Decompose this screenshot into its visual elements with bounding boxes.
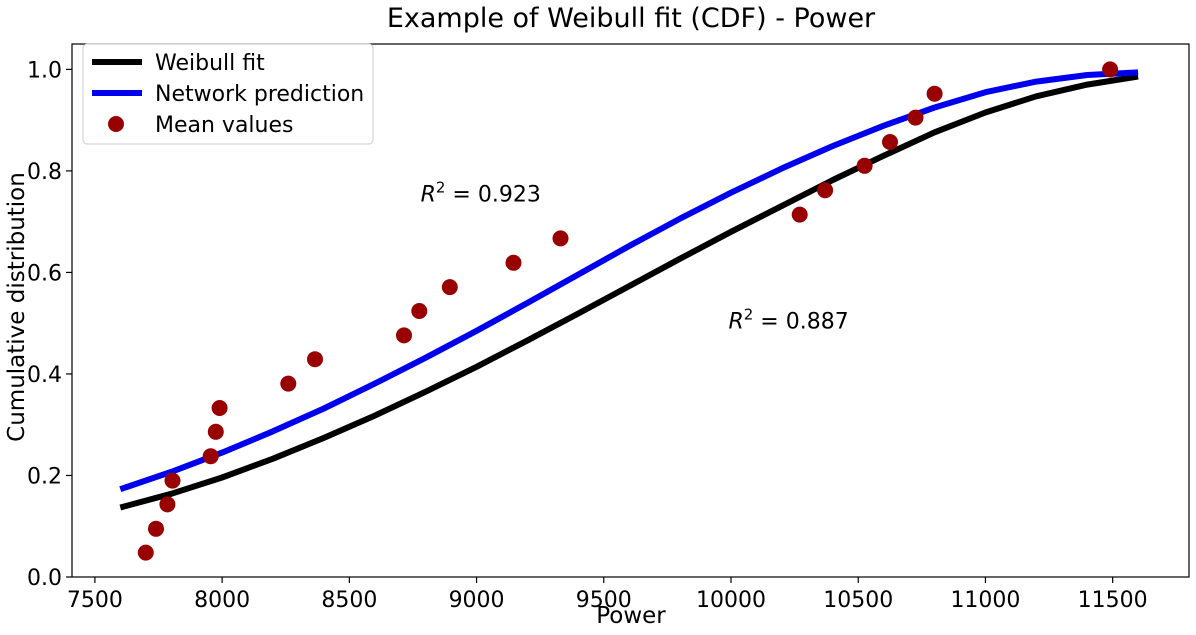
x-tick-label: 7500 <box>67 588 123 613</box>
plot-layer <box>119 61 1139 561</box>
mean-value-point <box>411 303 428 319</box>
mean-value-point <box>1102 61 1119 78</box>
y-tick-label: 0.2 <box>27 464 62 489</box>
annotations: R2 = 0.923 R2 = 0.887 <box>421 179 849 335</box>
mean-value-point <box>791 206 808 223</box>
mean-value-point <box>856 157 873 174</box>
axis-ticks: 7500 8000 8500 9000 9500 10000 10500 11000 11500… <box>27 58 1148 613</box>
x-tick-label: 10000 <box>696 588 766 613</box>
y-tick-label: 0.8 <box>27 160 62 185</box>
legend-label: Network prediction <box>155 82 364 107</box>
x-tick-label: 11000 <box>950 588 1020 613</box>
weibull-fit-line <box>119 73 1139 511</box>
mean-value-point <box>164 472 181 489</box>
x-axis-label: Power <box>596 603 666 629</box>
x-tick-label: 10500 <box>823 588 893 613</box>
r-squared-annotation: R2 = 0.923 <box>421 179 541 208</box>
mean-value-point <box>882 134 898 150</box>
mean-value-point <box>202 448 219 465</box>
mean-value-point <box>280 375 297 392</box>
mean-value-point <box>137 544 154 561</box>
y-tick-label: 0.0 <box>27 566 62 591</box>
y-tick-label: 0.6 <box>27 261 62 286</box>
y-tick-label: 0.4 <box>27 363 62 388</box>
mean-value-point <box>817 182 834 199</box>
x-tick-label: 8000 <box>194 588 250 613</box>
network-prediction-line <box>119 69 1139 493</box>
plot-frame <box>71 43 1190 578</box>
mean-value-point <box>211 400 228 416</box>
mean-value-point <box>907 109 924 126</box>
chart-title: Example of Weibull fit (CDF) - Power <box>387 3 876 34</box>
legend-label: Weibull fit <box>155 51 265 76</box>
r-squared-annotation: R2 = 0.887 <box>728 306 848 335</box>
mean-value-point <box>159 496 176 513</box>
mean-value-point <box>396 327 412 344</box>
mean-value-point <box>505 254 522 271</box>
mean-value-point <box>552 230 569 247</box>
legend: Weibull fit Network prediction Mean values <box>82 43 374 145</box>
x-tick-label: 9000 <box>449 588 505 613</box>
mean-value-point <box>207 423 224 440</box>
x-tick-label: 11500 <box>1078 588 1148 613</box>
y-tick-label: 1.0 <box>27 58 62 83</box>
mean-value-point <box>441 279 458 296</box>
legend-box <box>82 43 374 145</box>
legend-swatch <box>108 116 124 132</box>
legend-label: Mean values <box>155 113 294 138</box>
mean-value-point <box>307 351 323 368</box>
mean-value-point <box>148 520 164 537</box>
x-tick-label: 8500 <box>321 588 377 613</box>
x-tick-label: 9500 <box>576 588 632 613</box>
mean-value-point <box>926 85 943 102</box>
y-axis-label: Cumulative distribution <box>4 172 30 442</box>
